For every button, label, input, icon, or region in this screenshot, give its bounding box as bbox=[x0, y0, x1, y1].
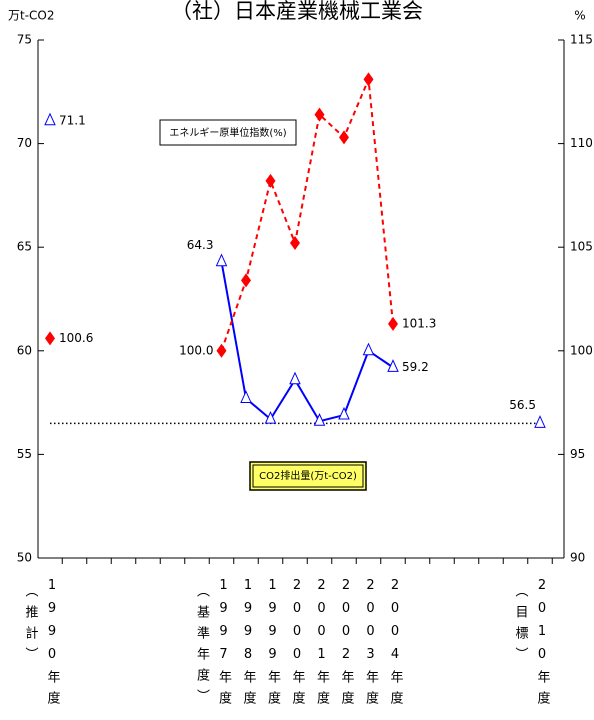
legend-label: CO2排出量(万t-CO2) bbox=[259, 469, 357, 482]
legend-box-inner bbox=[252, 464, 364, 488]
series-line bbox=[220, 78, 394, 352]
y-tick-label: 70 bbox=[17, 136, 32, 150]
x-tick-note: （推計） bbox=[23, 584, 39, 668]
marker bbox=[387, 359, 399, 372]
marker bbox=[362, 342, 375, 356]
marker bbox=[388, 316, 398, 331]
y-axis-label: 万t-CO2 bbox=[8, 9, 55, 23]
x-tick-note: （基準年度） bbox=[194, 584, 210, 710]
marker bbox=[290, 236, 300, 251]
y2-tick-label: 95 bbox=[570, 447, 585, 461]
marker bbox=[216, 343, 227, 358]
y2-tick-label: 100 bbox=[570, 343, 593, 357]
series-line bbox=[222, 262, 541, 424]
x-tick-label: 2000年度 bbox=[290, 578, 306, 712]
marker bbox=[313, 413, 326, 426]
marker bbox=[45, 331, 55, 346]
y2-axis-label: % bbox=[574, 9, 585, 23]
y-tick-label: 60 bbox=[17, 343, 32, 357]
x-tick-label: 2003年度 bbox=[363, 578, 379, 712]
marker bbox=[241, 273, 251, 288]
data-label: 71.1 bbox=[59, 113, 86, 127]
legend-label: エネルギー原単位指数(%) bbox=[169, 126, 286, 139]
data-label: 100.6 bbox=[59, 331, 93, 345]
x-tick-label: 2010年度 bbox=[535, 578, 551, 712]
y-tick-label: 65 bbox=[17, 240, 32, 254]
marker bbox=[240, 390, 252, 403]
x-tick-label: 1998年度 bbox=[241, 578, 257, 712]
marker bbox=[265, 173, 276, 188]
x-tick-label: 1999年度 bbox=[265, 578, 281, 712]
x-tick-label: 1990年度 bbox=[45, 578, 61, 712]
data-label: 64.3 bbox=[187, 238, 214, 252]
y-tick-label: 50 bbox=[17, 551, 32, 565]
chart-title: （社）日本産業機械工業会 bbox=[171, 0, 423, 23]
legend-box bbox=[159, 119, 297, 146]
y2-tick-label: 105 bbox=[570, 240, 593, 254]
x-tick-label: 2001年度 bbox=[314, 578, 330, 712]
marker bbox=[363, 72, 374, 87]
marker bbox=[289, 371, 301, 385]
marker bbox=[264, 410, 277, 424]
data-label: 100.0 bbox=[179, 343, 213, 357]
y-tick-label: 75 bbox=[17, 33, 32, 47]
marker bbox=[314, 107, 325, 122]
data-label: 101.3 bbox=[402, 316, 436, 330]
marker bbox=[338, 406, 350, 420]
y2-tick-label: 110 bbox=[570, 136, 593, 150]
y2-tick-label: 90 bbox=[570, 551, 585, 565]
x-tick-label: 1997年度 bbox=[216, 578, 232, 712]
y-tick-label: 55 bbox=[17, 447, 32, 461]
data-label: 56.5 bbox=[509, 398, 536, 412]
marker bbox=[44, 112, 56, 126]
data-label: 59.2 bbox=[402, 360, 429, 374]
x-tick-label: 2002年度 bbox=[339, 578, 355, 712]
y2-tick-label: 115 bbox=[570, 33, 593, 47]
x-tick-note: （目標） bbox=[513, 584, 529, 668]
marker bbox=[534, 415, 546, 428]
x-tick-label: 2004年度 bbox=[388, 578, 404, 712]
marker bbox=[339, 130, 349, 145]
marker bbox=[215, 253, 228, 267]
legend-box bbox=[249, 461, 367, 491]
